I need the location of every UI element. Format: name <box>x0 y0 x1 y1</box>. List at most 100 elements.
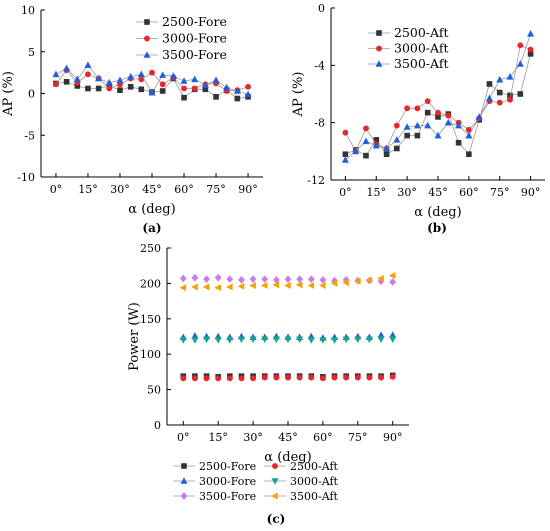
data-point <box>354 277 361 285</box>
data-point <box>496 99 503 106</box>
data-point <box>214 337 222 344</box>
data-point <box>95 85 102 92</box>
y-tick-label: -5 <box>24 129 35 142</box>
data-point <box>424 109 431 116</box>
legend-marker <box>375 60 383 67</box>
data-point <box>138 86 145 93</box>
data-point <box>393 122 400 129</box>
data-point <box>365 336 373 344</box>
data-point <box>455 139 462 146</box>
x-tick-label: 15° <box>208 431 228 444</box>
x-tick-label: 45° <box>428 186 448 199</box>
data-point <box>261 374 268 381</box>
series-3500-Aft <box>341 30 535 163</box>
data-point <box>342 151 349 157</box>
data-point <box>179 337 187 344</box>
legend-marker <box>376 30 382 36</box>
data-point <box>105 78 113 86</box>
data-point <box>53 81 59 88</box>
x-tick-label: 60° <box>459 186 479 199</box>
data-point <box>237 282 245 290</box>
legend: 2500-Fore 2500-Aft 3000-Fore 3000-Aft 3500-F… <box>173 460 339 503</box>
data-point <box>527 46 534 53</box>
chart-c: 0 50 100 150 200 250 0° 15° 30° 45° 60° 75° 90° α (de… <box>127 242 409 526</box>
y-tick-label: 250 <box>140 242 161 255</box>
x-tick-label: 90° <box>238 183 258 196</box>
data-point <box>413 121 421 129</box>
data-point <box>73 75 81 83</box>
data-point <box>169 72 177 79</box>
data-point <box>285 374 291 381</box>
data-point <box>244 90 252 98</box>
data-point <box>226 337 234 344</box>
legend-marker <box>180 477 188 484</box>
data-point <box>342 129 349 136</box>
series-line <box>55 77 249 99</box>
data-point <box>319 375 326 382</box>
data-point <box>362 137 370 145</box>
data-point <box>516 60 524 67</box>
data-point <box>137 70 145 78</box>
x-tick-label: 75° <box>490 186 510 199</box>
data-point <box>343 374 350 381</box>
data-point <box>116 76 124 83</box>
legend-marker <box>272 463 278 469</box>
y-axis-label: Power (W) <box>127 302 142 371</box>
x-tick-label: 45° <box>142 183 162 196</box>
x-tick-label: 15° <box>78 183 98 196</box>
legend-marker <box>144 35 150 42</box>
data-point <box>455 121 463 129</box>
y-tick-label: -4 <box>314 59 325 72</box>
data-point <box>203 275 210 283</box>
data-point <box>352 147 360 155</box>
x-axis-label: α (deg) <box>264 450 311 465</box>
data-point <box>181 85 187 92</box>
legend-label: 3000-Aft <box>290 475 339 488</box>
legend-item: 2500-Fore <box>136 14 227 29</box>
data-point <box>52 70 60 78</box>
data-point <box>365 276 373 284</box>
data-point <box>445 112 452 119</box>
data-point <box>127 84 134 90</box>
legend-label: 3500-Fore <box>162 47 227 62</box>
data-point <box>272 336 280 344</box>
y-axis-label: AP (%) <box>291 72 306 118</box>
data-point <box>179 274 187 283</box>
data-point <box>191 283 198 291</box>
legend-label: 3000-Fore <box>199 475 256 488</box>
data-point <box>404 105 411 112</box>
data-point <box>389 373 396 380</box>
data-point <box>372 141 380 149</box>
data-point <box>237 336 245 344</box>
legend-item: 3500-Fore <box>136 47 227 62</box>
x-tick-label: 30° <box>110 183 130 196</box>
data-point <box>261 275 269 283</box>
legend-item: 2500-Fore <box>173 460 256 473</box>
legend-item: 2500-Aft <box>368 25 449 40</box>
data-point <box>383 151 390 157</box>
legend-item: 2500-Aft <box>264 460 339 473</box>
data-point <box>215 375 222 382</box>
data-point <box>307 337 315 344</box>
data-point <box>342 336 350 344</box>
data-point <box>214 273 222 282</box>
y-tick-label: 100 <box>140 348 161 361</box>
data-point <box>363 125 369 132</box>
data-point <box>180 77 188 84</box>
x-tick-label: 45° <box>278 431 298 444</box>
data-point <box>341 156 349 163</box>
legend-marker <box>181 463 187 469</box>
data-point <box>404 132 410 139</box>
data-point <box>466 151 472 157</box>
y-tick-label: -12 <box>307 174 325 187</box>
legend-item: 3500-Aft <box>368 56 449 71</box>
data-point <box>226 375 233 382</box>
x-tick-label: 30° <box>397 186 417 199</box>
legend-label: 2500-Fore <box>199 460 256 473</box>
y-tick-label: 50 <box>147 384 161 397</box>
legend-label: 3500-Aft <box>394 56 449 71</box>
data-point <box>377 274 384 282</box>
data-point <box>223 83 231 91</box>
x-tick-label: 0° <box>50 183 63 196</box>
